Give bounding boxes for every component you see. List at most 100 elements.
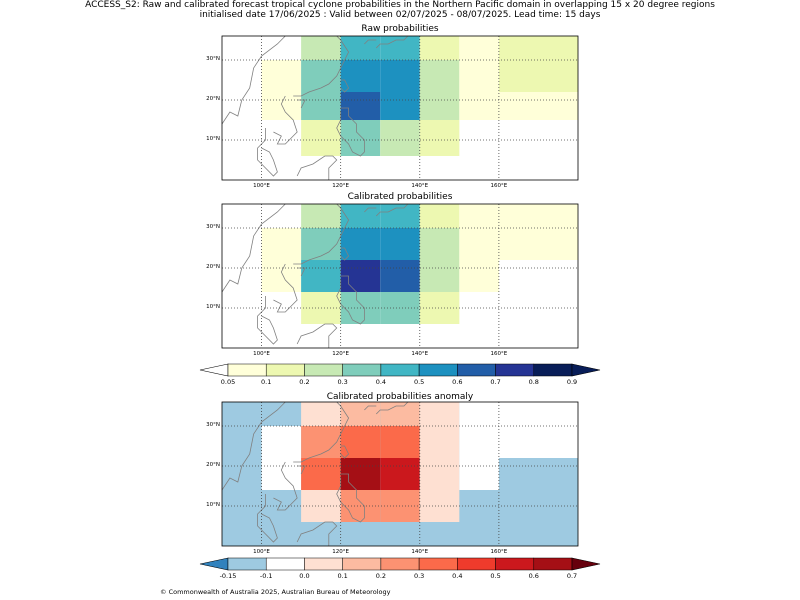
probability-cell — [340, 120, 381, 156]
probability-cell — [419, 60, 460, 92]
raw-panel — [221, 35, 579, 181]
colorbar-tick-label: 0.4 — [452, 572, 463, 580]
probability-cell — [419, 92, 460, 120]
lon-tick-label: 140°E — [411, 549, 429, 555]
probability-cell — [498, 92, 578, 120]
anom-panel — [221, 401, 579, 547]
colorbar-swatch — [495, 363, 535, 377]
lon-tick-label: 100°E — [253, 549, 270, 555]
colorbar-tick-label: 0.8 — [528, 378, 539, 386]
probability-cell — [261, 92, 302, 120]
probability-cell — [301, 426, 341, 458]
probability-cell — [301, 260, 341, 292]
lon-tick-label: 160°E — [490, 351, 508, 357]
probability-cell — [301, 458, 341, 490]
probability-cell — [261, 426, 302, 458]
probability-cell — [261, 458, 302, 490]
colorbar-swatch — [342, 557, 382, 571]
lon-tick-label: 120°E — [332, 549, 350, 555]
figure-title-line1: ACCESS_S2: Raw and calibrated forecast t… — [85, 0, 715, 10]
probability-cell — [340, 92, 381, 120]
lat-tick-label: 30°N — [206, 224, 220, 230]
colorbar-swatch — [380, 557, 420, 571]
coastline — [336, 275, 365, 325]
colorbar-swatch — [227, 363, 267, 377]
map-frame — [221, 401, 579, 547]
colorbar-swatch — [265, 363, 305, 377]
colorbar-swatch — [418, 363, 458, 377]
coastline — [336, 107, 365, 157]
colorbar-swatch — [457, 557, 496, 571]
calibrated-panel-title: Calibrated probabilities — [347, 192, 453, 202]
colorbar-tick-label: 0.4 — [375, 378, 387, 386]
probability-cell — [380, 260, 420, 292]
colorbar-swatch — [342, 363, 382, 377]
probability-cell — [419, 260, 460, 292]
colorbar-swatch — [495, 557, 535, 571]
probability-cell — [498, 204, 578, 228]
raw-panel-title: Raw probabilities — [361, 24, 439, 34]
probability-cell — [380, 426, 420, 458]
coastline — [221, 35, 286, 125]
coastline — [364, 39, 377, 45]
lon-tick-label: 120°E — [332, 183, 350, 189]
colorbar-tick-label: 0.6 — [528, 572, 539, 580]
probability-cell — [459, 426, 578, 458]
lat-tick-label: 20°N — [206, 462, 220, 468]
colorbar-tick-label: 0.5 — [490, 572, 501, 580]
coastline — [364, 207, 377, 213]
probability-cell — [261, 228, 302, 260]
probability-cell — [459, 60, 499, 92]
probability-cell — [498, 36, 578, 60]
lat-tick-label: 30°N — [206, 422, 220, 428]
colorbar-tick-label: 0.7 — [490, 378, 501, 386]
lon-tick-label: 100°E — [253, 183, 270, 189]
probability-cell — [419, 204, 460, 228]
probability-cell — [459, 260, 499, 292]
probability-cell — [419, 228, 460, 260]
colorbar-swatch — [304, 557, 343, 571]
colorbar-tick-label: 0.2 — [375, 572, 387, 580]
colorbar-swatch — [418, 557, 458, 571]
probability-cell — [419, 120, 460, 156]
probability-cell — [301, 402, 341, 426]
lon-tick-label: 160°E — [490, 549, 508, 555]
probability-cell — [340, 60, 381, 92]
lat-tick-label: 30°N — [206, 56, 220, 62]
coastline — [297, 99, 306, 109]
lat-tick-label: 20°N — [206, 96, 220, 102]
colorbar-under-arrow — [199, 557, 229, 571]
map-frame — [221, 35, 579, 181]
probability-cell — [459, 228, 499, 260]
coastline — [296, 521, 338, 546]
probability-cell — [498, 60, 578, 92]
probability-cell — [459, 458, 499, 490]
probability-cell — [301, 120, 341, 156]
anom_colorbar-colorbar — [199, 557, 601, 571]
lon-tick-label: 100°E — [253, 351, 270, 357]
probability-cell — [419, 426, 460, 458]
colorbar-tick-label: 0.5 — [413, 378, 425, 386]
lon-tick-label: 160°E — [490, 183, 508, 189]
colorbar-tick-label: 0.05 — [220, 378, 236, 386]
lat-tick-label: 10°N — [206, 304, 220, 310]
colorbar-tick-label: 0.0 — [299, 572, 310, 580]
lon-tick-label: 140°E — [411, 183, 429, 189]
probability-cell — [301, 292, 341, 324]
probability-cell — [380, 120, 420, 156]
colorbar-tick-label: -0.15 — [219, 572, 237, 580]
coastline — [221, 203, 286, 293]
probability-cell — [419, 458, 460, 490]
colorbar-swatch — [380, 363, 420, 377]
map-frame — [221, 203, 579, 349]
cal-panel — [221, 203, 579, 349]
probability-cell — [419, 36, 460, 60]
probability-cell — [380, 60, 420, 92]
colorbar-swatch — [227, 557, 267, 571]
colorbar-tick-label: 0.7 — [566, 572, 578, 580]
probability-cell — [301, 36, 341, 60]
probability-cell — [340, 228, 381, 260]
colorbar-tick-label: 0.1 — [261, 378, 272, 386]
probability-cell — [459, 204, 499, 228]
